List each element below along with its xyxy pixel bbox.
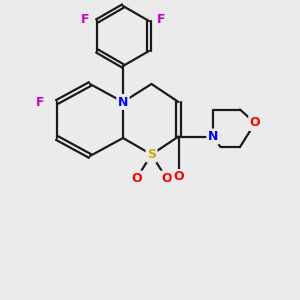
Text: F: F bbox=[157, 13, 165, 26]
Text: O: O bbox=[173, 170, 184, 184]
Text: N: N bbox=[118, 95, 128, 109]
Text: F: F bbox=[36, 95, 45, 109]
Text: F: F bbox=[81, 13, 89, 26]
Text: O: O bbox=[250, 116, 260, 130]
Text: S: S bbox=[147, 148, 156, 161]
Text: N: N bbox=[208, 130, 218, 143]
Text: O: O bbox=[131, 172, 142, 185]
Text: O: O bbox=[161, 172, 172, 185]
